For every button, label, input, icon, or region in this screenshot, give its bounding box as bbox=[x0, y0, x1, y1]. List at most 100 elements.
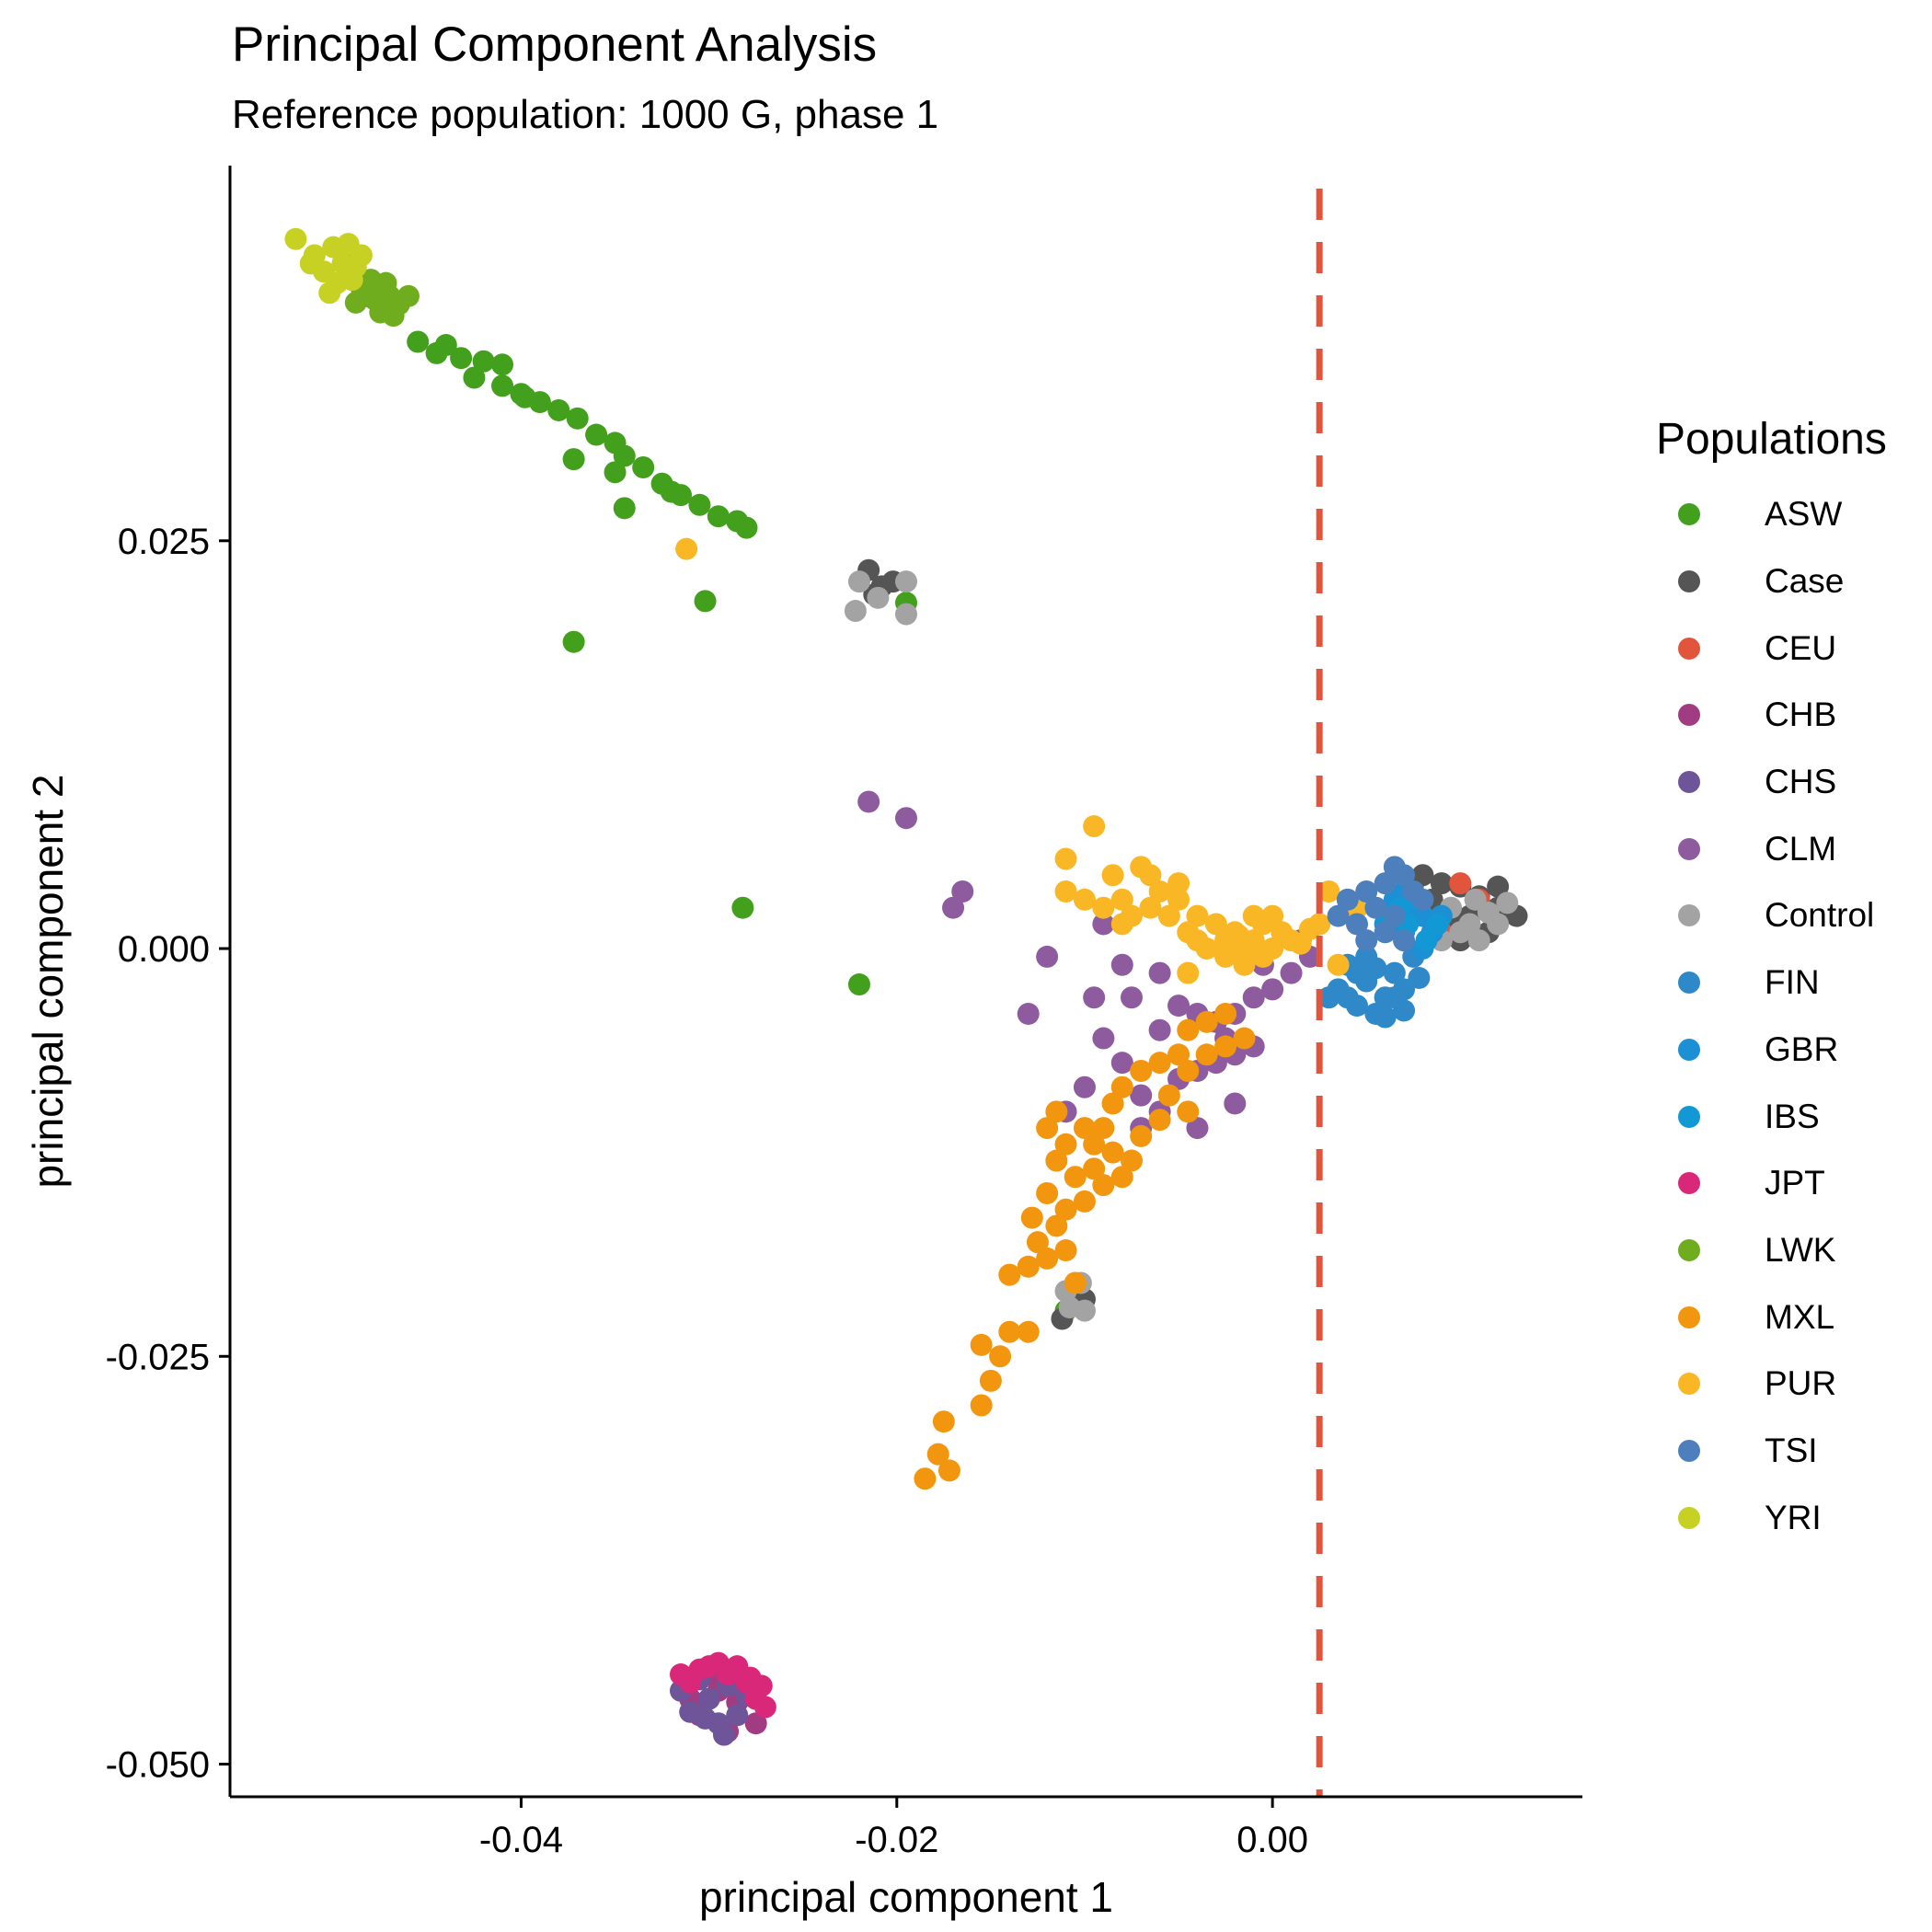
point-clm bbox=[1036, 945, 1059, 968]
y-axis-title: principal component 2 bbox=[24, 774, 72, 1188]
point-asw bbox=[547, 398, 570, 421]
legend-title: Populations bbox=[1656, 415, 1887, 464]
point-clm bbox=[1224, 1092, 1247, 1115]
point-mxl bbox=[1195, 1043, 1218, 1066]
point-tsi bbox=[1383, 904, 1406, 927]
legend-item-pur: PUR bbox=[1656, 1351, 1887, 1418]
chart-subtitle: Reference population: 1000 G, phase 1 bbox=[232, 92, 939, 137]
point-mxl bbox=[937, 1459, 960, 1482]
point-mxl bbox=[1101, 1141, 1124, 1164]
point-asw bbox=[450, 347, 473, 370]
point-mxl bbox=[1110, 1075, 1133, 1098]
point-pur bbox=[1073, 888, 1096, 911]
point-pur bbox=[1242, 904, 1265, 927]
legend-item-mxl: MXL bbox=[1656, 1283, 1887, 1351]
legend-item-ceu: CEU bbox=[1656, 615, 1887, 682]
legend-item-yri: YRI bbox=[1656, 1484, 1887, 1551]
point-yri bbox=[284, 227, 307, 250]
point-asw bbox=[491, 353, 514, 376]
legend-label: MXL bbox=[1765, 1297, 1835, 1336]
point-chs bbox=[712, 1723, 735, 1746]
legend-key-dot bbox=[1678, 1238, 1700, 1261]
legend-key-dot bbox=[1678, 1373, 1700, 1396]
point-pur bbox=[1261, 904, 1284, 927]
point-mxl bbox=[998, 1320, 1021, 1343]
point-mxl bbox=[970, 1333, 993, 1356]
point-clm bbox=[1130, 1084, 1153, 1107]
legend-item-chs: CHS bbox=[1656, 749, 1887, 816]
point-mxl bbox=[1045, 1214, 1068, 1237]
point-control bbox=[1496, 891, 1519, 914]
point-asw bbox=[731, 896, 754, 919]
point-asw bbox=[463, 366, 486, 389]
point-control bbox=[1487, 913, 1510, 936]
point-ibs bbox=[1426, 913, 1449, 936]
point-clm bbox=[895, 807, 917, 830]
point-lwk bbox=[397, 284, 420, 307]
point-fin bbox=[1383, 961, 1406, 984]
point-pur bbox=[1083, 815, 1106, 838]
legend-key-dot bbox=[1678, 1439, 1700, 1462]
data-points bbox=[284, 227, 1528, 1746]
point-pur bbox=[1121, 904, 1143, 927]
point-pur bbox=[1054, 847, 1077, 870]
point-clm bbox=[1167, 995, 1190, 1018]
legend-label: YRI bbox=[1765, 1498, 1822, 1536]
legend-item-clm: CLM bbox=[1656, 815, 1887, 882]
point-asw bbox=[613, 497, 636, 520]
point-asw bbox=[604, 461, 627, 484]
point-jpt bbox=[707, 1651, 730, 1674]
point-mxl bbox=[914, 1467, 937, 1490]
legend-key-dot bbox=[1678, 570, 1700, 593]
legend: Populations ASW Case CEU CHB CHS CLM Control FI… bbox=[1656, 414, 1887, 1551]
point-pur bbox=[1139, 864, 1162, 887]
point-mxl bbox=[1092, 1174, 1115, 1197]
point-fin bbox=[1408, 966, 1431, 989]
point-mxl bbox=[1214, 1035, 1237, 1058]
point-mxl bbox=[1130, 1124, 1153, 1147]
point-pur bbox=[1289, 932, 1312, 955]
point-pur bbox=[1251, 945, 1274, 968]
point-mxl bbox=[1036, 1117, 1059, 1140]
point-control bbox=[1464, 888, 1487, 911]
legend-label: Control bbox=[1765, 896, 1875, 935]
point-case bbox=[1487, 875, 1510, 898]
point-pur bbox=[1177, 961, 1200, 984]
point-asw bbox=[472, 350, 495, 373]
point-fin bbox=[1346, 961, 1368, 984]
point-mxl bbox=[1064, 1271, 1087, 1294]
point-pur bbox=[1054, 880, 1077, 903]
point-mxl bbox=[998, 1263, 1021, 1286]
point-mxl bbox=[932, 1410, 955, 1433]
chart-title: Principal Component Analysis bbox=[232, 17, 878, 72]
x-tick-label: -0.02 bbox=[855, 1820, 938, 1860]
point-clm bbox=[1110, 1052, 1133, 1075]
point-clm bbox=[1148, 961, 1171, 984]
point-mxl bbox=[1026, 1231, 1049, 1254]
point-mxl bbox=[1177, 1018, 1200, 1041]
point-mxl bbox=[1233, 1027, 1256, 1050]
point-pur bbox=[1317, 880, 1340, 903]
point-mxl bbox=[1083, 1157, 1106, 1180]
point-asw bbox=[585, 423, 608, 446]
point-mxl bbox=[1054, 1133, 1077, 1156]
point-pur bbox=[1233, 953, 1256, 976]
legend-key-dot bbox=[1678, 1172, 1700, 1195]
point-mxl bbox=[1020, 1206, 1043, 1229]
x-tick-label: -0.04 bbox=[479, 1820, 563, 1860]
point-pur bbox=[1186, 904, 1209, 927]
point-control bbox=[1058, 1296, 1081, 1319]
point-mxl bbox=[1054, 1239, 1077, 1262]
point-pur bbox=[1167, 888, 1190, 911]
point-mxl bbox=[926, 1443, 949, 1466]
legend-key-dot bbox=[1678, 503, 1700, 526]
point-asw bbox=[513, 385, 536, 408]
point-clm bbox=[1121, 986, 1143, 1009]
point-asw bbox=[847, 973, 870, 996]
point-pur bbox=[1186, 929, 1209, 952]
y-tick-label: 0.000 bbox=[118, 929, 210, 970]
legend-label: PUR bbox=[1765, 1364, 1837, 1403]
point-jpt bbox=[753, 1696, 776, 1719]
point-mxl bbox=[1177, 1100, 1200, 1123]
